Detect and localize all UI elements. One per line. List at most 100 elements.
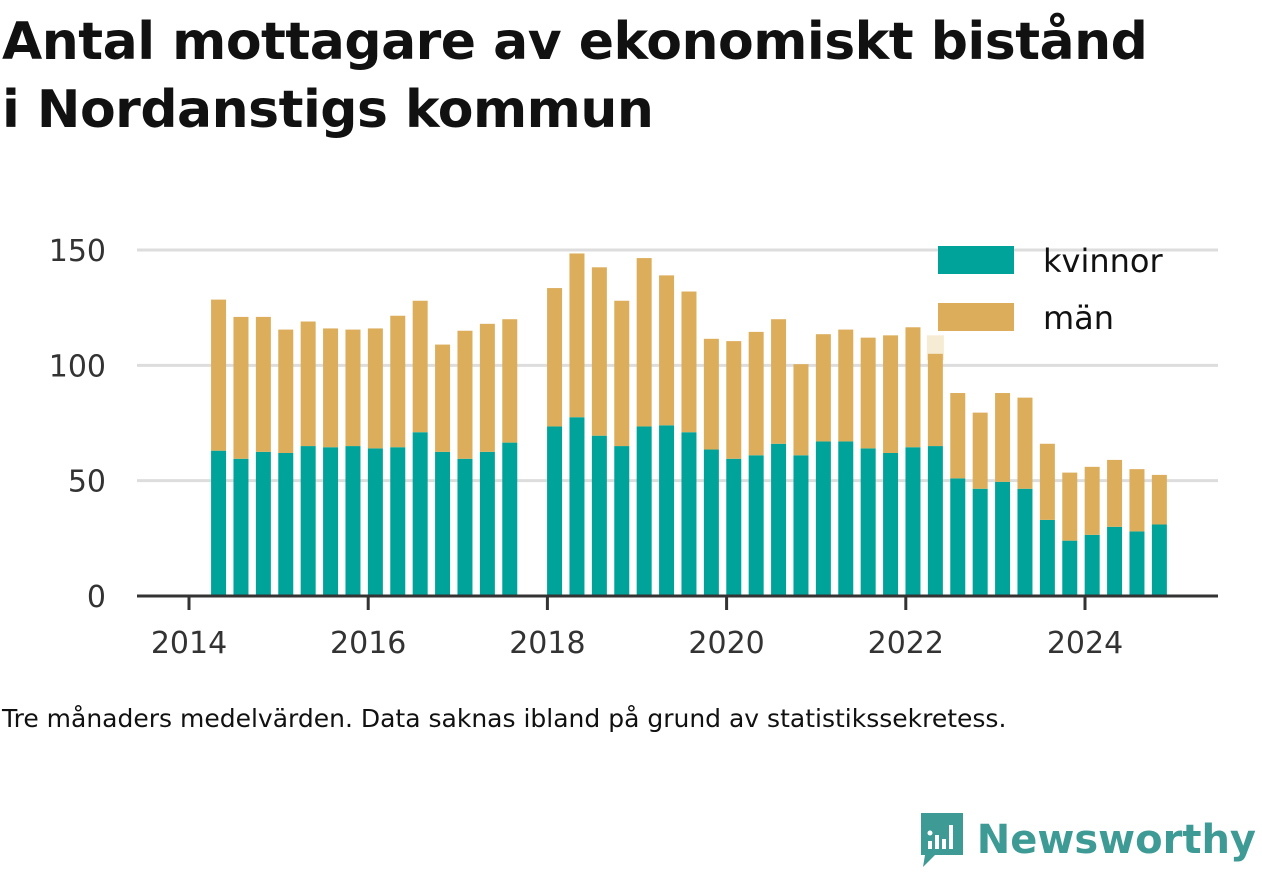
bar-man xyxy=(255,316,271,452)
bar-man xyxy=(972,412,988,489)
bar-man xyxy=(1017,397,1033,489)
bar-man xyxy=(233,316,249,459)
x-tick-label: 2018 xyxy=(509,626,585,661)
x-tick-label: 2014 xyxy=(151,626,227,661)
bar-kvinnor xyxy=(345,446,361,596)
bar-kvinnor xyxy=(1107,526,1123,596)
bar-man xyxy=(323,328,339,448)
bar-man xyxy=(502,319,518,443)
y-tick-label: 0 xyxy=(87,580,106,615)
bar-man xyxy=(412,300,428,433)
grid-lines xyxy=(137,248,1218,483)
bar-man xyxy=(1062,472,1078,541)
bar-kvinnor xyxy=(457,458,473,596)
bar-kvinnor xyxy=(703,449,719,596)
bar-kvinnor xyxy=(883,452,899,596)
bar-kvinnor xyxy=(771,443,787,596)
legend-swatch xyxy=(938,246,1014,274)
legend-swatch xyxy=(938,303,1014,331)
bar-man xyxy=(793,364,809,456)
bar-kvinnor xyxy=(995,481,1011,596)
bar-kvinnor xyxy=(793,455,809,596)
bar-man xyxy=(659,275,675,426)
bar-man xyxy=(435,344,451,452)
bar-man xyxy=(860,337,876,449)
bar-kvinnor xyxy=(1039,519,1055,596)
bar-kvinnor xyxy=(860,448,876,596)
bar-kvinnor xyxy=(233,458,249,596)
brand-name: Newsworthy xyxy=(976,817,1256,863)
bar-man xyxy=(569,253,585,418)
bar-man xyxy=(1107,459,1123,527)
bar-man xyxy=(367,328,383,449)
bar-kvinnor xyxy=(547,426,563,596)
bar-kvinnor xyxy=(569,417,585,596)
bar-kvinnor xyxy=(614,446,630,596)
bar-kvinnor xyxy=(591,435,607,596)
y-tick-label: 100 xyxy=(49,349,106,384)
bar-kvinnor xyxy=(815,441,831,596)
bar-kvinnor xyxy=(726,458,742,596)
x-tick-label: 2022 xyxy=(868,626,944,661)
bar-man xyxy=(950,393,966,479)
bar-chart: 0 50 100 150 2014 2016 2018 2020 2022 2024 kvinn… xyxy=(49,234,1218,661)
bar-man xyxy=(591,267,607,436)
x-tick-label: 2020 xyxy=(688,626,764,661)
bar-man xyxy=(703,338,719,450)
bar-man xyxy=(1151,474,1167,525)
y-axis-labels: 0 50 100 150 xyxy=(49,234,106,615)
bar-kvinnor xyxy=(502,442,518,596)
bar-man xyxy=(927,353,943,447)
legend: kvinnor män xyxy=(938,242,1164,337)
bar-kvinnor xyxy=(367,448,383,596)
bar-man xyxy=(479,323,495,452)
bar-man xyxy=(390,315,406,448)
bar-man xyxy=(300,321,316,447)
bar-kvinnor xyxy=(905,447,921,596)
x-tick-label: 2024 xyxy=(1047,626,1123,661)
bar-kvinnor xyxy=(1062,540,1078,596)
bar-man xyxy=(211,299,227,451)
bar-man xyxy=(547,288,563,427)
bar-kvinnor xyxy=(435,451,451,596)
bar-kvinnor xyxy=(748,455,764,596)
bar-kvinnor xyxy=(1129,531,1145,596)
bar-kvinnor xyxy=(927,446,943,596)
bar-kvinnor xyxy=(300,446,316,596)
y-tick-label: 150 xyxy=(49,234,106,269)
legend-label: män xyxy=(1043,299,1114,337)
bar-kvinnor xyxy=(479,451,495,596)
x-tick-label: 2016 xyxy=(330,626,406,661)
bar-man xyxy=(1039,443,1055,520)
newsworthy-logo-icon xyxy=(920,813,963,867)
bar-kvinnor xyxy=(838,441,854,596)
bar-man xyxy=(883,335,899,453)
chart-title: Antal mottagare av ekonomiskt bistånd i … xyxy=(2,8,1260,144)
bar-man xyxy=(748,331,764,456)
title-line-1: Antal mottagare av ekonomiskt bistånd xyxy=(2,12,1148,72)
bar-man xyxy=(838,329,854,442)
bar-man xyxy=(457,330,473,459)
brand[interactable]: Newsworthy xyxy=(917,811,1256,869)
bar-man xyxy=(681,291,697,433)
bar-man xyxy=(1084,466,1100,535)
bar-man xyxy=(815,334,831,442)
bar-kvinnor xyxy=(1017,488,1033,596)
bar-kvinnor xyxy=(390,447,406,596)
bar-kvinnor xyxy=(278,452,294,596)
bar-man xyxy=(1129,469,1145,532)
bar-kvinnor xyxy=(1151,524,1167,596)
bar-kvinnor xyxy=(950,478,966,596)
bar-kvinnor xyxy=(659,425,675,596)
bar-man xyxy=(771,319,787,444)
title-line-2: i Nordanstigs kommun xyxy=(2,80,654,140)
bar-kvinnor xyxy=(323,447,339,596)
bar-kvinnor xyxy=(681,432,697,596)
bar-kvinnor xyxy=(412,432,428,596)
caption: Tre månaders medelvärden. Data saknas ib… xyxy=(2,704,1007,733)
bar-man xyxy=(278,329,294,453)
bar-kvinnor xyxy=(1084,534,1100,596)
bar-man xyxy=(614,300,630,447)
bar-man xyxy=(995,393,1011,482)
x-axis: 2014 2016 2018 2020 2022 2024 xyxy=(137,594,1218,661)
